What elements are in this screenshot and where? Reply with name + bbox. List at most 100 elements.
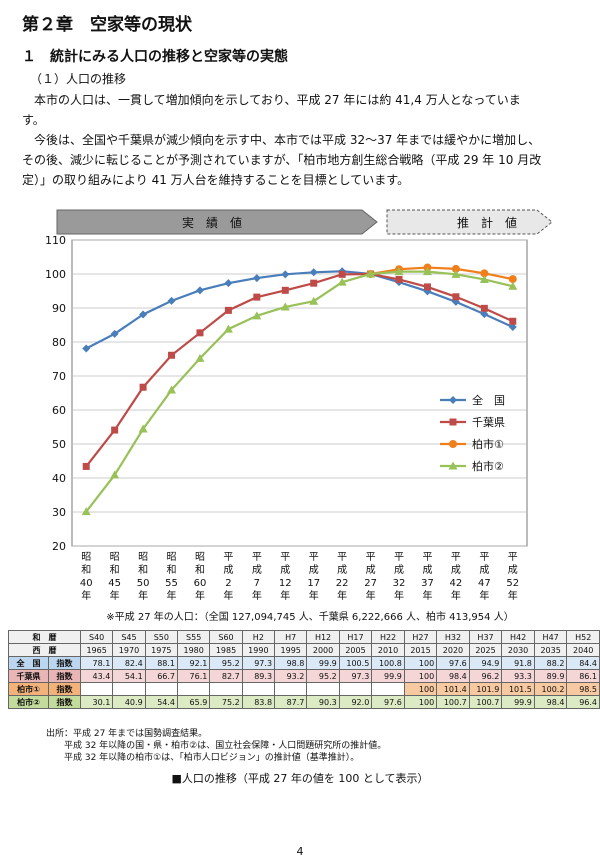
data-point bbox=[196, 329, 204, 337]
table-header-wareki: 和 暦 S40 S45 S50 S55 S60 H2 H7 H12 H17 H22 H27 H32 H3… bbox=[8, 630, 600, 644]
y-tick-label: 80 bbox=[52, 336, 66, 349]
y-tick-label: 110 bbox=[45, 234, 66, 247]
data-point bbox=[195, 353, 205, 362]
seireki-cell: 1965 bbox=[79, 643, 114, 657]
data-point bbox=[110, 470, 120, 479]
table-cell: 101.4 bbox=[436, 682, 470, 696]
wareki-cell: H27 bbox=[403, 630, 438, 644]
population-line-chart: 実 績 値 推 計 値 20 30 40 50 60 70 80 90 100 110 昭和 40 年 昭和 4… bbox=[45, 209, 553, 602]
table-cell: 66.7 bbox=[144, 669, 179, 683]
data-point bbox=[167, 385, 177, 394]
table-row: 柏市① 指数 100 101.4 101.9 101.5 100.2 98.5 bbox=[8, 682, 600, 696]
wareki-cell: S45 bbox=[112, 630, 146, 644]
wareki-cell: H12 bbox=[306, 630, 340, 644]
y-tick-label: 100 bbox=[45, 268, 66, 281]
data-point bbox=[395, 275, 403, 283]
table-cell: 101.5 bbox=[501, 682, 535, 696]
table-cell: 88.2 bbox=[533, 656, 568, 670]
table-header-seireki: 西 暦 1965 1970 1975 1980 1985 1990 1995 2000 2005… bbox=[8, 643, 600, 657]
table-cell: 78.1 bbox=[79, 656, 114, 670]
data-point bbox=[195, 286, 204, 295]
table-cell: 83.8 bbox=[241, 695, 276, 709]
table-cell: 93.3 bbox=[501, 669, 535, 683]
data-point bbox=[138, 424, 148, 433]
table-cell: 43.4 bbox=[79, 669, 114, 683]
x-tick-label: 平成 47 年 bbox=[478, 552, 491, 602]
source-line: 出所：平成 27 年までは国勢調査結果。 bbox=[46, 729, 208, 739]
wareki-cell: H17 bbox=[338, 630, 373, 644]
table-cell bbox=[112, 682, 146, 696]
legend-marker bbox=[449, 418, 457, 426]
data-point bbox=[451, 269, 461, 278]
data-point bbox=[139, 310, 148, 319]
data-point bbox=[252, 311, 262, 320]
table-cell: 30.1 bbox=[79, 695, 114, 709]
data-point bbox=[366, 269, 376, 278]
table-cell: 100.8 bbox=[371, 656, 405, 670]
x-tick-label: 平成 37 年 bbox=[421, 552, 434, 602]
table-cell: 96.4 bbox=[566, 695, 600, 709]
section-title: １ 統計にみる人口の推移と空家等の実態 bbox=[22, 49, 288, 65]
row-label: 千葉県 bbox=[8, 669, 49, 683]
source-line: 平成 32 年以降の柏市①は、「柏市人口ビジョン」の推計値（基準推計）。 bbox=[64, 753, 360, 763]
data-point bbox=[252, 274, 261, 283]
table-row: 千葉県 指数 43.4 54.1 66.7 76.1 82.7 89.3 93.2 95.2 9… bbox=[8, 669, 600, 683]
table-cell: 84.4 bbox=[566, 656, 600, 670]
seireki-cell: 2020 bbox=[436, 643, 470, 657]
data-point bbox=[281, 286, 289, 294]
table-cell: 99.9 bbox=[371, 669, 405, 683]
index-label: 指数 bbox=[47, 682, 81, 696]
wareki-cell: S40 bbox=[79, 630, 114, 644]
table-cell: 65.9 bbox=[176, 695, 211, 709]
data-point bbox=[508, 281, 518, 290]
seireki-cell: 1985 bbox=[209, 643, 243, 657]
seireki-cell: 2030 bbox=[501, 643, 535, 657]
population-index-table: 和 暦 S40 S45 S50 S55 S60 H2 H7 H12 H17 H22 H27 H32 H3… bbox=[8, 630, 600, 709]
figure-caption: ■人口の推移（平成 27 年の値を 100 として表示） bbox=[171, 772, 429, 785]
table-cell: 90.3 bbox=[306, 695, 340, 709]
data-point bbox=[139, 383, 147, 391]
table-cell bbox=[79, 682, 114, 696]
x-tick-label: 平成 42 年 bbox=[450, 552, 463, 602]
x-tick-label: 昭和 45 年 bbox=[108, 551, 121, 602]
data-point bbox=[480, 304, 488, 312]
data-point bbox=[422, 267, 432, 276]
data-point bbox=[167, 296, 176, 305]
data-point bbox=[338, 270, 346, 278]
seireki-cell: 1975 bbox=[144, 643, 179, 657]
table-cell: 100 bbox=[403, 656, 438, 670]
row-label: 柏市① bbox=[8, 682, 49, 696]
data-point bbox=[394, 267, 404, 276]
table-cell: 86.1 bbox=[566, 669, 600, 683]
data-point bbox=[168, 351, 176, 359]
data-point bbox=[253, 293, 261, 301]
data-point bbox=[480, 269, 489, 278]
x-tick-label: 昭和 40 年 bbox=[80, 551, 93, 602]
banner-forecast-label: 推 計 値 bbox=[457, 215, 517, 230]
data-point bbox=[509, 317, 517, 325]
table-cell bbox=[209, 682, 243, 696]
data-point bbox=[223, 324, 233, 333]
wareki-cell: H7 bbox=[274, 630, 308, 644]
index-label: 指数 bbox=[47, 656, 81, 670]
legend-marker bbox=[448, 461, 458, 470]
table-row: 柏市② 指数 30.1 40.9 54.4 65.9 75.2 83.8 87.7 90.3 9… bbox=[8, 695, 600, 709]
data-point bbox=[508, 323, 517, 332]
banner-actual-label: 実 績 値 bbox=[182, 215, 242, 230]
seireki-label: 西 暦 bbox=[8, 643, 81, 657]
table-cell: 40.9 bbox=[112, 695, 146, 709]
wareki-cell: S50 bbox=[144, 630, 179, 644]
table-row: 全 国 指数 78.1 82.4 88.1 92.1 95.2 97.3 98.8 99.9 1… bbox=[8, 656, 600, 670]
table-cell: 100 bbox=[403, 669, 438, 683]
table-cell bbox=[274, 682, 308, 696]
table-cell: 97.6 bbox=[371, 695, 405, 709]
banner-forecast-shape bbox=[386, 209, 553, 235]
wareki-cell: H22 bbox=[371, 630, 405, 644]
table-cell: 95.2 bbox=[306, 669, 340, 683]
seireki-cell: 1990 bbox=[241, 643, 276, 657]
table-cell bbox=[338, 682, 373, 696]
table-cell: 91.8 bbox=[501, 656, 535, 670]
data-point bbox=[310, 279, 318, 287]
table-cell: 99.9 bbox=[306, 656, 340, 670]
table-cell: 87.7 bbox=[274, 695, 308, 709]
